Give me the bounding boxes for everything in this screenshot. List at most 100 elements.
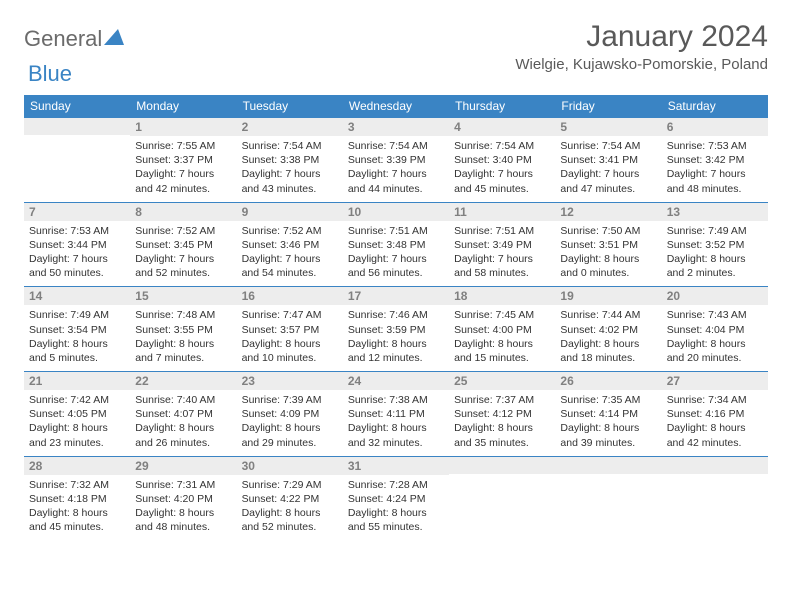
day-number: 18 xyxy=(449,286,555,305)
day-number: 30 xyxy=(237,456,343,475)
day-cell: 24Sunrise: 7:38 AMSunset: 4:11 PMDayligh… xyxy=(343,371,449,456)
day-info: Sunrise: 7:53 AMSunset: 3:44 PMDaylight:… xyxy=(24,221,130,287)
day-info: Sunrise: 7:40 AMSunset: 4:07 PMDaylight:… xyxy=(130,390,236,456)
logo-triangle-icon xyxy=(104,29,124,50)
day-cell: 28Sunrise: 7:32 AMSunset: 4:18 PMDayligh… xyxy=(24,456,130,541)
day-number: 26 xyxy=(555,371,661,390)
day-cell: 10Sunrise: 7:51 AMSunset: 3:48 PMDayligh… xyxy=(343,202,449,287)
calendar-row: 21Sunrise: 7:42 AMSunset: 4:05 PMDayligh… xyxy=(24,371,768,456)
day-cell: 3Sunrise: 7:54 AMSunset: 3:39 PMDaylight… xyxy=(343,117,449,202)
day-number: 5 xyxy=(555,117,661,136)
day-cell: 5Sunrise: 7:54 AMSunset: 3:41 PMDaylight… xyxy=(555,117,661,202)
day-cell: 25Sunrise: 7:37 AMSunset: 4:12 PMDayligh… xyxy=(449,371,555,456)
day-info: Sunrise: 7:28 AMSunset: 4:24 PMDaylight:… xyxy=(343,475,449,541)
day-number: 6 xyxy=(662,117,768,136)
day-info: Sunrise: 7:39 AMSunset: 4:09 PMDaylight:… xyxy=(237,390,343,456)
day-info: Sunrise: 7:31 AMSunset: 4:20 PMDaylight:… xyxy=(130,475,236,541)
day-info: Sunrise: 7:55 AMSunset: 3:37 PMDaylight:… xyxy=(130,136,236,202)
day-cell: 21Sunrise: 7:42 AMSunset: 4:05 PMDayligh… xyxy=(24,371,130,456)
day-cell: 22Sunrise: 7:40 AMSunset: 4:07 PMDayligh… xyxy=(130,371,236,456)
weekday-header: Thursday xyxy=(449,95,555,117)
weekday-header: Monday xyxy=(130,95,236,117)
day-cell: 4Sunrise: 7:54 AMSunset: 3:40 PMDaylight… xyxy=(449,117,555,202)
calendar-row: 28Sunrise: 7:32 AMSunset: 4:18 PMDayligh… xyxy=(24,456,768,541)
day-info: Sunrise: 7:38 AMSunset: 4:11 PMDaylight:… xyxy=(343,390,449,456)
day-info: Sunrise: 7:51 AMSunset: 3:49 PMDaylight:… xyxy=(449,221,555,287)
day-number: 22 xyxy=(130,371,236,390)
day-info: Sunrise: 7:54 AMSunset: 3:39 PMDaylight:… xyxy=(343,136,449,202)
day-cell: 18Sunrise: 7:45 AMSunset: 4:00 PMDayligh… xyxy=(449,286,555,371)
day-number: 20 xyxy=(662,286,768,305)
day-cell: 7Sunrise: 7:53 AMSunset: 3:44 PMDaylight… xyxy=(24,202,130,287)
day-info: Sunrise: 7:37 AMSunset: 4:12 PMDaylight:… xyxy=(449,390,555,456)
day-number: 15 xyxy=(130,286,236,305)
calendar-row: 1Sunrise: 7:55 AMSunset: 3:37 PMDaylight… xyxy=(24,117,768,202)
day-info: Sunrise: 7:35 AMSunset: 4:14 PMDaylight:… xyxy=(555,390,661,456)
day-number: 21 xyxy=(24,371,130,390)
day-number: 9 xyxy=(237,202,343,221)
day-number: 23 xyxy=(237,371,343,390)
day-info-empty xyxy=(449,474,555,530)
brand-logo: General xyxy=(24,20,126,52)
day-info: Sunrise: 7:54 AMSunset: 3:38 PMDaylight:… xyxy=(237,136,343,202)
day-info: Sunrise: 7:43 AMSunset: 4:04 PMDaylight:… xyxy=(662,305,768,371)
day-info: Sunrise: 7:54 AMSunset: 3:41 PMDaylight:… xyxy=(555,136,661,202)
day-number: 13 xyxy=(662,202,768,221)
day-number: 16 xyxy=(237,286,343,305)
day-cell: 14Sunrise: 7:49 AMSunset: 3:54 PMDayligh… xyxy=(24,286,130,371)
title-block: January 2024 Wielgie, Kujawsko-Pomorskie… xyxy=(515,20,768,79)
day-cell: 16Sunrise: 7:47 AMSunset: 3:57 PMDayligh… xyxy=(237,286,343,371)
day-info: Sunrise: 7:49 AMSunset: 3:54 PMDaylight:… xyxy=(24,305,130,371)
day-cell: 8Sunrise: 7:52 AMSunset: 3:45 PMDaylight… xyxy=(130,202,236,287)
calendar-row: 7Sunrise: 7:53 AMSunset: 3:44 PMDaylight… xyxy=(24,202,768,287)
weekday-header: Wednesday xyxy=(343,95,449,117)
day-number: 29 xyxy=(130,456,236,475)
day-number-empty xyxy=(24,117,130,135)
day-info: Sunrise: 7:29 AMSunset: 4:22 PMDaylight:… xyxy=(237,475,343,541)
day-info: Sunrise: 7:45 AMSunset: 4:00 PMDaylight:… xyxy=(449,305,555,371)
day-number: 17 xyxy=(343,286,449,305)
day-number-empty xyxy=(449,456,555,474)
day-cell: 19Sunrise: 7:44 AMSunset: 4:02 PMDayligh… xyxy=(555,286,661,371)
day-number: 8 xyxy=(130,202,236,221)
day-info: Sunrise: 7:32 AMSunset: 4:18 PMDaylight:… xyxy=(24,475,130,541)
day-info: Sunrise: 7:50 AMSunset: 3:51 PMDaylight:… xyxy=(555,221,661,287)
day-number: 27 xyxy=(662,371,768,390)
brand-part2: Blue xyxy=(28,61,72,86)
day-number: 3 xyxy=(343,117,449,136)
day-cell: 2Sunrise: 7:54 AMSunset: 3:38 PMDaylight… xyxy=(237,117,343,202)
day-cell: 30Sunrise: 7:29 AMSunset: 4:22 PMDayligh… xyxy=(237,456,343,541)
location-text: Wielgie, Kujawsko-Pomorskie, Poland xyxy=(515,56,768,73)
weekday-header: Saturday xyxy=(662,95,768,117)
day-number: 7 xyxy=(24,202,130,221)
day-info-empty xyxy=(24,135,130,191)
weekday-header: Tuesday xyxy=(237,95,343,117)
brand-part1: General xyxy=(24,26,102,52)
day-cell: 17Sunrise: 7:46 AMSunset: 3:59 PMDayligh… xyxy=(343,286,449,371)
empty-cell xyxy=(24,117,130,202)
day-info: Sunrise: 7:46 AMSunset: 3:59 PMDaylight:… xyxy=(343,305,449,371)
day-cell: 23Sunrise: 7:39 AMSunset: 4:09 PMDayligh… xyxy=(237,371,343,456)
day-cell: 9Sunrise: 7:52 AMSunset: 3:46 PMDaylight… xyxy=(237,202,343,287)
calendar-body: 1Sunrise: 7:55 AMSunset: 3:37 PMDaylight… xyxy=(24,117,768,540)
day-info: Sunrise: 7:42 AMSunset: 4:05 PMDaylight:… xyxy=(24,390,130,456)
day-number: 19 xyxy=(555,286,661,305)
day-info: Sunrise: 7:51 AMSunset: 3:48 PMDaylight:… xyxy=(343,221,449,287)
day-cell: 27Sunrise: 7:34 AMSunset: 4:16 PMDayligh… xyxy=(662,371,768,456)
empty-cell xyxy=(662,456,768,541)
day-cell: 31Sunrise: 7:28 AMSunset: 4:24 PMDayligh… xyxy=(343,456,449,541)
day-info: Sunrise: 7:53 AMSunset: 3:42 PMDaylight:… xyxy=(662,136,768,202)
day-cell: 15Sunrise: 7:48 AMSunset: 3:55 PMDayligh… xyxy=(130,286,236,371)
day-number: 24 xyxy=(343,371,449,390)
day-cell: 20Sunrise: 7:43 AMSunset: 4:04 PMDayligh… xyxy=(662,286,768,371)
day-number: 2 xyxy=(237,117,343,136)
day-info: Sunrise: 7:34 AMSunset: 4:16 PMDaylight:… xyxy=(662,390,768,456)
day-info: Sunrise: 7:54 AMSunset: 3:40 PMDaylight:… xyxy=(449,136,555,202)
day-info: Sunrise: 7:48 AMSunset: 3:55 PMDaylight:… xyxy=(130,305,236,371)
weekday-header: Sunday xyxy=(24,95,130,117)
day-info: Sunrise: 7:44 AMSunset: 4:02 PMDaylight:… xyxy=(555,305,661,371)
day-cell: 6Sunrise: 7:53 AMSunset: 3:42 PMDaylight… xyxy=(662,117,768,202)
day-number: 25 xyxy=(449,371,555,390)
day-cell: 11Sunrise: 7:51 AMSunset: 3:49 PMDayligh… xyxy=(449,202,555,287)
day-info: Sunrise: 7:47 AMSunset: 3:57 PMDaylight:… xyxy=(237,305,343,371)
